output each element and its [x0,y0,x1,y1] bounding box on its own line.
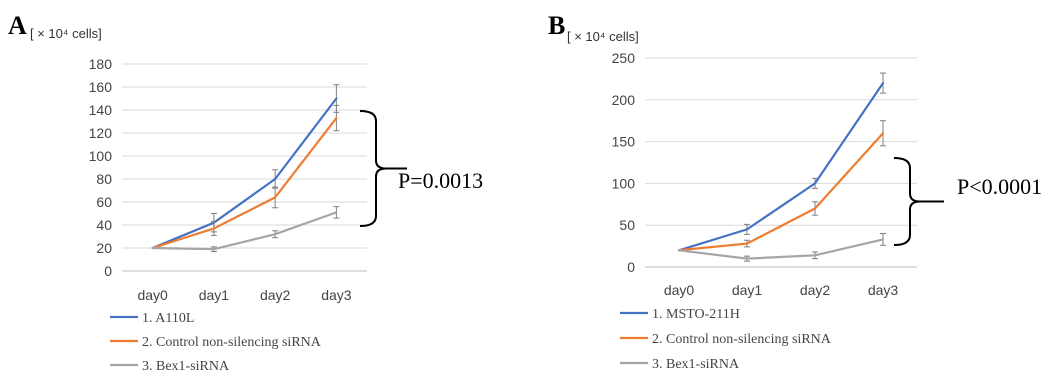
panel-letter-b: B [548,11,565,40]
legend-item: 1. A110L [110,311,194,326]
x-tick-label: day3 [868,282,899,298]
significance-bracket [893,157,944,246]
series-line [151,116,338,250]
y-ticks-a: 0 20 40 60 80 100 120 140 160 180 [89,56,113,279]
legend-item: 3. Bex1-siRNA [110,359,230,374]
panel-letter-a: A [8,11,27,40]
series-1 [677,72,886,252]
legend-item: 1. MSTO-211H [620,307,740,322]
y-tick-label: 160 [89,79,113,95]
series-b [677,72,886,262]
y-tick-label: 50 [619,217,635,233]
series-line [151,211,338,251]
series-line [677,81,885,252]
unit-label-a: [ × 10⁴ cells] [30,26,102,41]
unit-label-b: [ × 10⁴ cells] [567,29,639,44]
y-tick-label: 200 [612,92,636,108]
y-tick-label: 40 [96,217,112,233]
series-line [677,132,885,252]
legend-item: 3. Bex1-siRNA [620,357,740,372]
legend-item: 2. Control non-silencing siRNA [620,332,832,347]
series-line [677,238,885,260]
legend-label: 3. Bex1-siRNA [142,359,230,374]
legend-item: 2. Control non-silencing siRNA [110,335,322,350]
y-tick-label: 140 [89,102,113,118]
y-tick-label: 180 [89,56,113,72]
x-tick-label: day3 [321,287,352,303]
legend-label: 2. Control non-silencing siRNA [142,335,322,350]
grid-b [645,57,917,268]
y-tick-label: 60 [96,194,112,210]
panel-a: A [ × 10⁴ cells] 0 20 40 60 80 100 120 140 160 18… [8,11,483,374]
y-tick-label: 150 [612,134,636,150]
series-2 [151,104,340,250]
legend-a: 1. A110L 2. Control non-silencing siRNA 3.… [110,311,322,374]
series-3 [151,206,340,252]
p-value-a: P=0.0013 [398,168,483,193]
legend-b: 1. MSTO-211H 2. Control non-silencing siR… [620,307,832,372]
y-tick-label: 20 [96,240,112,256]
legend-label: 1. MSTO-211H [652,307,740,322]
series-2 [677,120,886,252]
x-tick-label: day1 [199,287,230,303]
y-ticks-b: 0 50 100 150 200 250 [612,50,636,275]
y-tick-label: 100 [89,148,113,164]
series-line [151,97,338,250]
significance-bracket [359,110,407,227]
series-a [151,84,340,252]
x-tick-label: day0 [664,282,695,298]
x-ticks-a: day0 day1 day2 day3 [137,287,351,303]
y-tick-label: 100 [612,175,636,191]
bracket-b [893,157,944,246]
y-tick-label: 250 [612,50,636,66]
y-tick-label: 80 [96,171,112,187]
x-tick-label: day0 [137,287,168,303]
p-value-b: P<0.0001 [957,174,1042,199]
x-ticks-b: day0 day1 day2 day3 [664,282,899,298]
legend-label: 2. Control non-silencing siRNA [652,332,832,347]
series-1 [151,84,340,250]
series-3 [677,233,886,262]
legend-label: 1. A110L [142,311,194,326]
bracket-a [359,110,407,227]
y-tick-label: 120 [89,125,113,141]
y-tick-label: 0 [627,259,635,275]
grid-a [122,63,367,272]
x-tick-label: day2 [800,282,831,298]
legend-label: 3. Bex1-siRNA [652,357,740,372]
x-tick-label: day1 [732,282,763,298]
x-tick-label: day2 [260,287,291,303]
y-tick-label: 0 [104,263,112,279]
